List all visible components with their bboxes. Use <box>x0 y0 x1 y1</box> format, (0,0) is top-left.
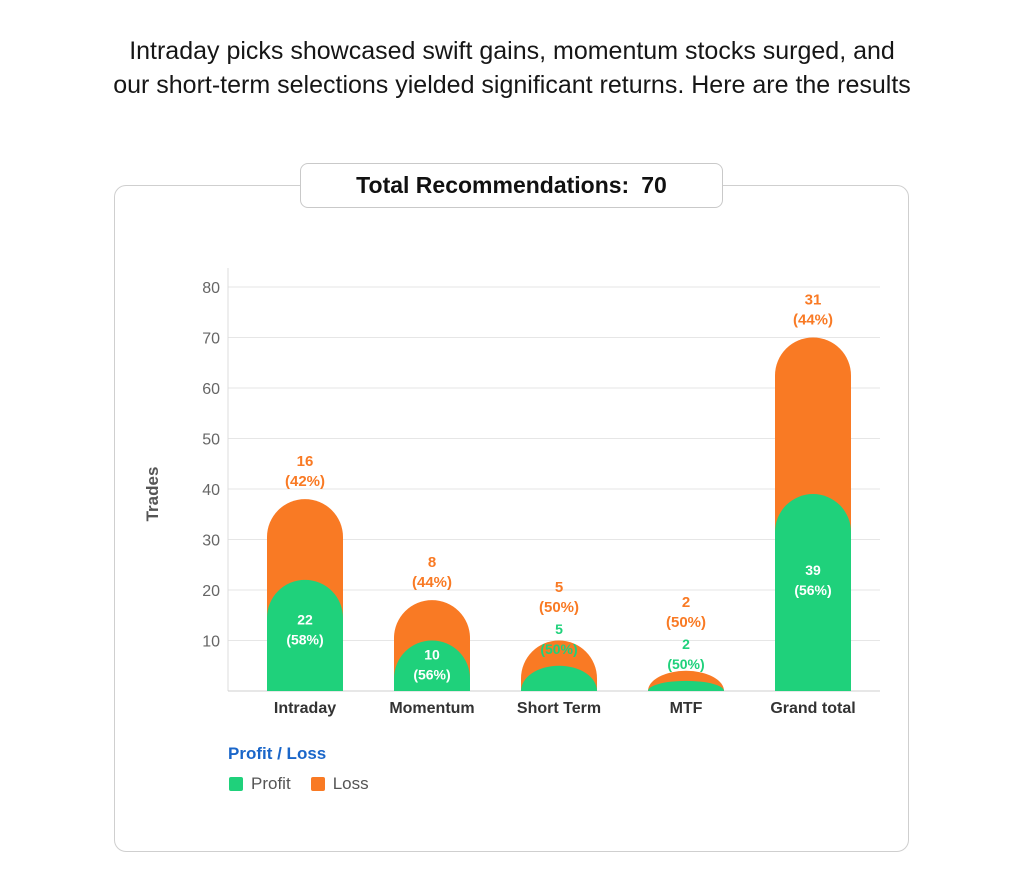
y-axis-label: Trades <box>143 467 162 522</box>
loss-pct-label: (42%) <box>285 473 325 490</box>
x-tick-label: Intraday <box>274 700 336 717</box>
y-tick-label: 60 <box>202 381 220 398</box>
loss-swatch <box>310 777 325 791</box>
total-recommendations-badge: Total Recommendations: 70 <box>300 163 723 208</box>
profit-pct-label: (50%) <box>540 641 577 657</box>
profit-pct-label: (50%) <box>667 656 704 672</box>
profit-pct-label: (58%) <box>286 632 323 648</box>
legend-item-loss[interactable]: Loss <box>310 774 369 794</box>
loss-pct-label: (50%) <box>539 599 579 616</box>
x-tick-label: MTF <box>670 700 703 717</box>
loss-value-label: 5 <box>555 579 563 596</box>
legend-item-profit[interactable]: Profit <box>229 774 291 794</box>
profit-bar <box>267 579 343 691</box>
profit-pct-label: (56%) <box>794 582 831 598</box>
total-label: Total Recommendations: <box>356 172 630 198</box>
profit-value-label: 39 <box>805 562 821 578</box>
legend: Profit Loss <box>229 774 369 794</box>
loss-pct-label: (44%) <box>793 312 833 329</box>
y-tick-label: 80 <box>202 280 220 297</box>
loss-value-label: 31 <box>805 292 822 309</box>
profit-value-label: 22 <box>297 612 313 628</box>
y-tick-label: 40 <box>202 482 220 499</box>
x-tick-label: Momentum <box>389 700 474 717</box>
profit-pct-label: (56%) <box>413 667 450 683</box>
y-tick-label: 10 <box>202 634 220 651</box>
y-tick-label: 20 <box>202 583 220 600</box>
legend-label-loss: Loss <box>332 774 369 793</box>
profit-swatch <box>229 777 243 791</box>
loss-pct-label: (50%) <box>666 614 706 631</box>
profit-bar <box>394 640 471 691</box>
y-tick-label: 50 <box>202 432 220 449</box>
profit-value-label: 10 <box>424 647 440 663</box>
y-tick-label: 70 <box>202 331 220 348</box>
y-tick-label: 30 <box>202 533 220 550</box>
x-tick-label: Grand total <box>770 700 855 717</box>
loss-pct-label: (44%) <box>412 574 452 591</box>
total-value: 70 <box>641 172 667 198</box>
loss-value-label: 2 <box>682 594 690 611</box>
profit-bar <box>648 680 724 691</box>
loss-value-label: 16 <box>297 453 314 470</box>
profit-value-label: 5 <box>555 621 563 637</box>
legend-title: Profit / Loss <box>228 744 327 763</box>
profit-bar <box>775 494 851 691</box>
profit-bar <box>521 665 597 691</box>
loss-value-label: 8 <box>428 554 436 571</box>
legend-label-profit: Profit <box>251 774 291 793</box>
intro-text: Intraday picks showcased swift gains, mo… <box>113 37 911 99</box>
profit-value-label: 2 <box>682 636 690 652</box>
x-tick-label: Short Term <box>517 700 601 717</box>
